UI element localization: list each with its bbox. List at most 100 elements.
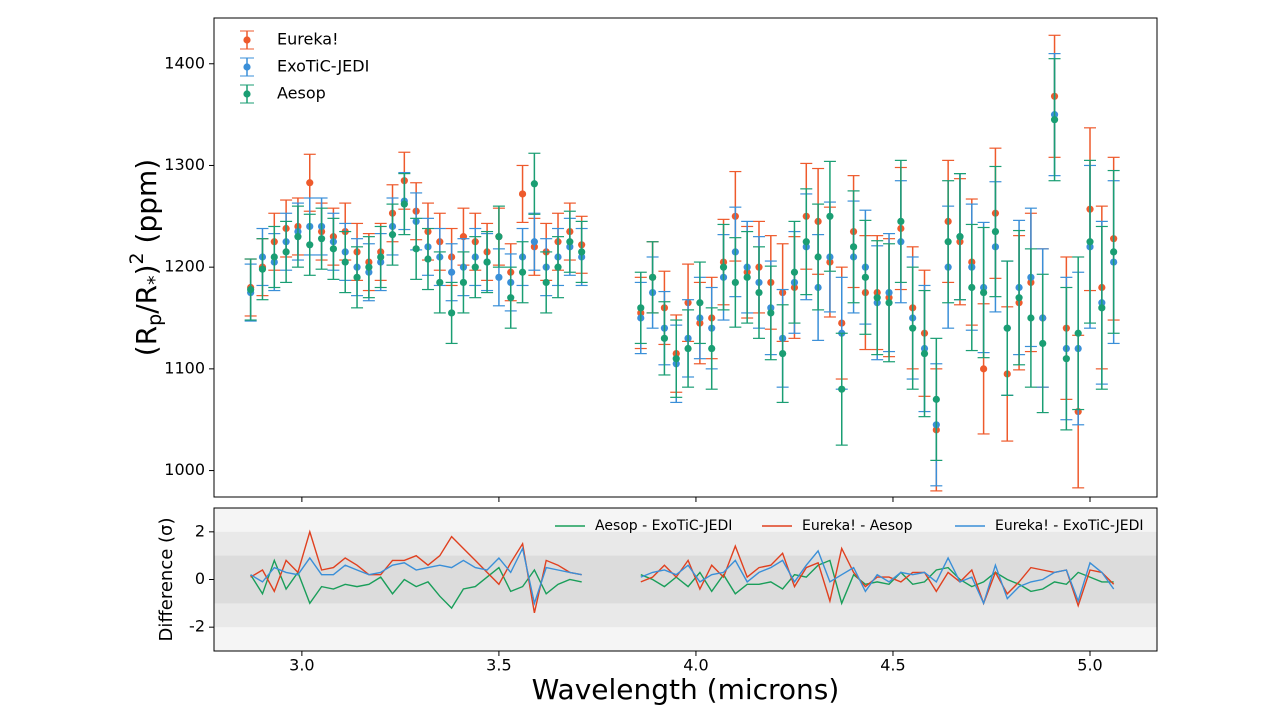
- point: [306, 179, 314, 187]
- point: [353, 273, 361, 281]
- legend-label: Eureka!: [277, 30, 339, 49]
- y-axis-label-part: ): [130, 264, 163, 275]
- point: [530, 238, 538, 246]
- point: [471, 263, 479, 271]
- point: [920, 350, 929, 358]
- y-tick-label: 1300: [164, 155, 205, 174]
- legend-marker: [243, 63, 251, 71]
- point: [424, 255, 432, 263]
- point: [282, 248, 290, 256]
- point: [412, 245, 420, 253]
- y-axis-label: Difference (σ): [156, 518, 177, 642]
- point: [968, 283, 976, 292]
- point: [294, 233, 302, 241]
- point: [554, 263, 562, 271]
- point: [258, 265, 267, 273]
- point: [247, 285, 255, 294]
- point: [578, 248, 586, 256]
- y-axis-label-part: (ppm): [130, 159, 163, 253]
- y-tick-label: -2: [189, 617, 205, 636]
- point: [743, 273, 751, 281]
- point: [648, 273, 657, 281]
- point: [448, 268, 456, 276]
- legend-label: Aesop: [277, 84, 326, 103]
- point: [779, 350, 787, 358]
- point: [1003, 324, 1011, 332]
- point: [400, 200, 408, 208]
- point: [672, 355, 680, 363]
- legend-label: Eureka! - Aesop: [802, 518, 913, 534]
- legend-marker: [243, 36, 251, 44]
- legend-label: Eureka! - ExoTiC-JEDI: [995, 518, 1144, 534]
- point: [495, 233, 503, 241]
- y-tick-label: 1000: [164, 460, 205, 479]
- point: [518, 190, 527, 198]
- plot-area: [244, 34, 1120, 492]
- point: [566, 238, 574, 246]
- point: [755, 288, 763, 297]
- y-axis-label-part: /R: [130, 285, 163, 314]
- point: [944, 238, 952, 246]
- y-axis-label-part: (R: [130, 326, 163, 356]
- point: [542, 278, 550, 287]
- point: [991, 227, 1000, 236]
- point: [459, 278, 468, 287]
- point: [1086, 238, 1094, 246]
- point: [708, 344, 716, 353]
- point: [1098, 304, 1106, 312]
- point: [317, 235, 326, 243]
- difference-line: [250, 558, 1114, 610]
- x-axis-label: Wavelength (microns): [532, 673, 840, 706]
- point: [873, 294, 881, 302]
- x-tick-label: 4.0: [683, 656, 708, 675]
- point: [932, 395, 940, 403]
- x-tick-label: 3.5: [486, 656, 511, 675]
- point: [365, 263, 373, 271]
- point: [696, 299, 704, 307]
- point: [814, 253, 822, 261]
- point: [838, 385, 846, 393]
- point: [767, 309, 775, 317]
- point: [731, 278, 739, 287]
- y-axis-label-part: p: [144, 314, 166, 326]
- point: [849, 243, 858, 251]
- point: [802, 238, 810, 246]
- y-tick-label: 0: [195, 569, 205, 588]
- legend-label: ExoTiC-JEDI: [277, 57, 369, 76]
- point: [980, 365, 988, 373]
- x-tick-label: 5.0: [1077, 656, 1102, 675]
- y-tick-label: 1200: [164, 257, 205, 276]
- point: [719, 263, 728, 271]
- point: [507, 294, 515, 302]
- point: [1027, 314, 1035, 322]
- point: [448, 309, 456, 317]
- point: [530, 180, 538, 188]
- x-tick-label: 3.0: [289, 656, 314, 675]
- point: [956, 233, 964, 241]
- sigma-band: [214, 555, 1157, 604]
- point: [1050, 116, 1059, 124]
- point: [436, 278, 444, 287]
- point: [377, 253, 385, 261]
- point: [790, 268, 799, 276]
- y-tick-label: 1100: [164, 358, 205, 377]
- point: [1074, 329, 1082, 337]
- point: [1015, 294, 1023, 302]
- point: [518, 268, 527, 276]
- point: [637, 304, 645, 312]
- x-tick-label: 4.5: [880, 656, 905, 675]
- point: [897, 217, 905, 225]
- legend-label: Aesop - ExoTiC-JEDI: [595, 518, 732, 534]
- point: [341, 258, 349, 266]
- y-axis-label-part: 2: [126, 252, 148, 264]
- point: [329, 245, 338, 253]
- point: [826, 212, 834, 220]
- point: [684, 344, 692, 353]
- y-axis-label-part: *: [144, 275, 166, 285]
- point: [306, 241, 314, 249]
- legend-marker: [243, 90, 251, 98]
- y-axis-label: (Rp/R*)2 (ppm): [126, 159, 166, 356]
- point: [483, 258, 491, 266]
- point: [885, 299, 893, 307]
